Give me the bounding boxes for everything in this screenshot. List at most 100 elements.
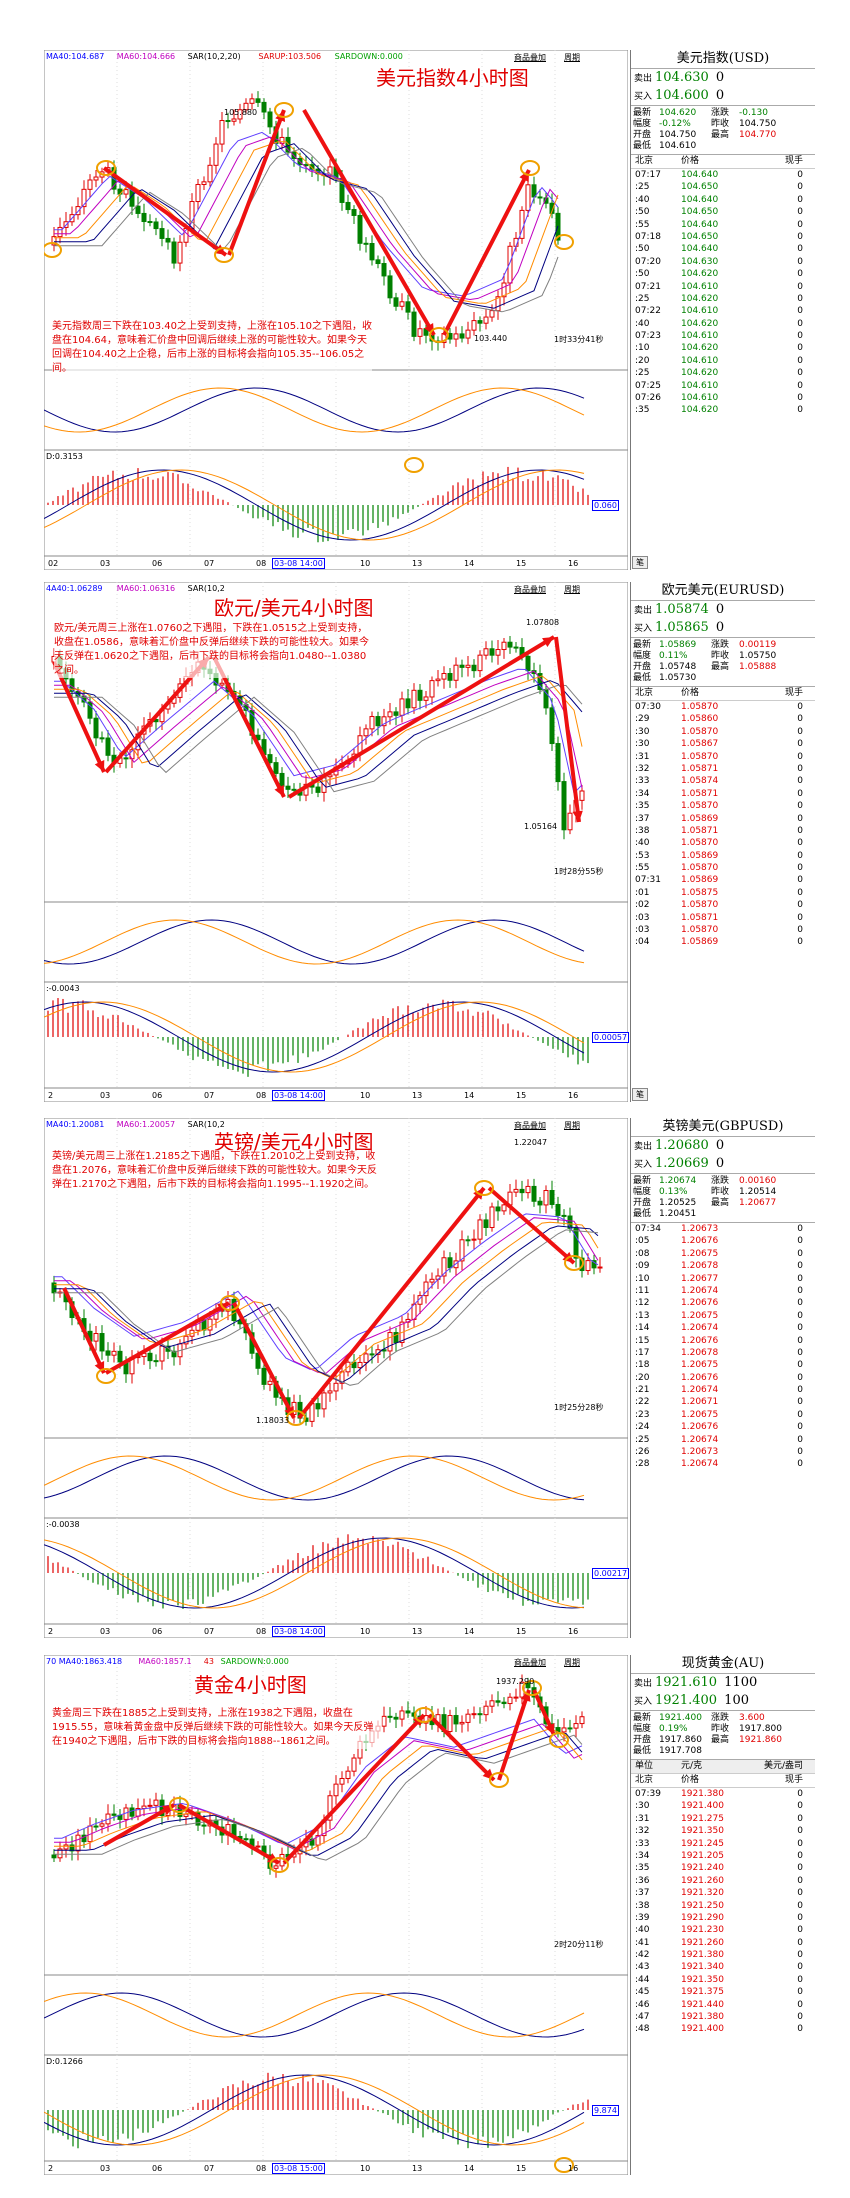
candle-body [453, 1715, 459, 1725]
candle-body [531, 184, 537, 198]
period-button[interactable]: 周期 [564, 53, 580, 62]
candle-body [273, 1865, 279, 1869]
tick-price: 1921.340 [681, 1962, 724, 1973]
candle-body [387, 275, 393, 299]
tick-price: 104.620 [681, 318, 719, 329]
tick-price: 1921.400 [681, 2024, 724, 2035]
tick-price: 1921.230 [681, 1925, 724, 1936]
tick-price: 1.20674 [681, 1434, 719, 1445]
highlight-circle [474, 1180, 494, 1196]
tick-volume: 0 [797, 801, 803, 812]
sell-label: 卖出 [634, 606, 653, 616]
candle-body [93, 1825, 99, 1828]
moving-average-line [54, 1734, 583, 1861]
candle-body [495, 1206, 501, 1212]
period-button[interactable]: 周期 [564, 1121, 580, 1130]
overlay-button[interactable]: 商品叠加 [514, 53, 546, 62]
trend-arrow-head [274, 785, 284, 797]
tick-price: 1.05871 [681, 788, 719, 799]
stat-value: 0.11% [659, 651, 688, 661]
tick-volume: 0 [797, 1850, 803, 1861]
tick-price: 1.20673 [681, 1447, 719, 1458]
buy-label: 买入 [634, 1160, 653, 1170]
period-button[interactable]: 周期 [564, 585, 580, 594]
tick-time: :46 [635, 1999, 650, 2010]
tick-price: 1921.380 [681, 1789, 724, 1799]
tick-time: 07:31 [635, 875, 661, 886]
tick-time: 07:21 [635, 281, 661, 292]
chart-panel-gbpusd: MA40:1.20081 MA60:1.20057 SAR(10,2 商品叠加 周期 英镑… [44, 1118, 815, 1638]
tick-volume: 0 [797, 1335, 803, 1346]
tick-price: 1.20676 [681, 1298, 719, 1309]
tick-row: :10 104.620 0 [631, 342, 815, 354]
tick-time: :38 [635, 825, 650, 836]
tick-volume: 0 [797, 1261, 803, 1272]
tick-row: :26 1.20673 0 [631, 1446, 815, 1458]
candle-body [381, 716, 387, 727]
tick-row: :37 1921.320 0 [631, 1887, 815, 1899]
tick-volume: 0 [797, 1422, 803, 1433]
tick-tab[interactable]: 笔 [632, 1088, 648, 1101]
tick-volume: 0 [797, 244, 803, 255]
candle-body [579, 790, 585, 801]
tick-volume: 0 [797, 2024, 803, 2035]
trend-arrow [287, 635, 556, 799]
indicator-label-ma60: MA60:1.06316 [116, 584, 176, 593]
tick-price: 1921.440 [681, 1999, 724, 2010]
tick-price: 104.610 [681, 393, 719, 404]
overlay-button[interactable]: 商品叠加 [514, 1658, 546, 1667]
candle-body [459, 1239, 465, 1262]
candle-body [411, 311, 417, 337]
tick-price: 1.05870 [681, 838, 719, 849]
highlight-circle [414, 1707, 434, 1723]
tick-tab[interactable]: 笔 [632, 556, 648, 569]
candle-body [519, 1188, 525, 1194]
macd-line [44, 1537, 585, 1609]
candle-body [399, 698, 405, 716]
candle-body [171, 1350, 177, 1358]
tick-time: :32 [635, 763, 650, 774]
unit-cell[interactable]: 单位 [635, 1761, 654, 1771]
indicator-label-ma40: MA40:1.20081 [46, 1120, 105, 1129]
tick-row: :35 104.620 0 [631, 404, 815, 416]
tick-time: :44 [635, 1974, 650, 1985]
tick-price: 1.20674 [681, 1285, 719, 1296]
stat-value: 0.13% [659, 1187, 688, 1197]
period-button[interactable]: 周期 [564, 1658, 580, 1667]
tick-volume: 0 [797, 813, 803, 824]
tick-row: :35 1921.240 0 [631, 1862, 815, 1874]
unit-cell[interactable]: 美元/盎司 [763, 1761, 803, 1771]
tick-row: 07:34 1.20673 0 [631, 1223, 815, 1235]
tick-volume: 0 [797, 900, 803, 911]
tick-volume: 0 [797, 194, 803, 205]
tick-volume: 0 [797, 1360, 803, 1371]
instrument-name: 美元指数(USD) [631, 50, 815, 69]
stat-label: 开盘 [633, 130, 652, 140]
macd-line [44, 2074, 585, 2146]
candle-body [219, 682, 225, 686]
tick-price: 104.610 [681, 306, 719, 317]
high-price-label: 105.880 [224, 108, 258, 117]
stat-value [739, 141, 791, 152]
overlay-button[interactable]: 商品叠加 [514, 1121, 546, 1130]
tick-volume: 0 [797, 170, 803, 180]
tick-row: :40 104.620 0 [631, 318, 815, 330]
candle-body [387, 1715, 393, 1718]
tick-volume: 0 [797, 1323, 803, 1334]
unit-cell[interactable]: 元/克 [681, 1761, 703, 1771]
quote-stats: 最新 104.620 涨跌 -0.130 幅度 -0.12% 昨收 104.750 开盘 104.… [631, 105, 815, 155]
indicator-label-sarup: SARUP:103.506 [258, 52, 322, 61]
sell-price: 1921.610 [655, 1675, 718, 1690]
tick-time: :13 [635, 1310, 650, 1321]
x-tick-label: 13 [412, 2164, 423, 2173]
countdown-timer: 1时28分55秒 [554, 867, 604, 876]
candle-body [393, 297, 399, 307]
candle-body [567, 1727, 573, 1730]
x-tick-label: 15 [516, 1627, 527, 1636]
candle-body [423, 696, 429, 701]
candle-body [375, 716, 381, 727]
tick-price: 104.630 [681, 256, 719, 267]
x-tick-label: 10 [360, 1091, 371, 1100]
overlay-button[interactable]: 商品叠加 [514, 585, 546, 594]
tick-price: 1.05867 [681, 739, 719, 750]
